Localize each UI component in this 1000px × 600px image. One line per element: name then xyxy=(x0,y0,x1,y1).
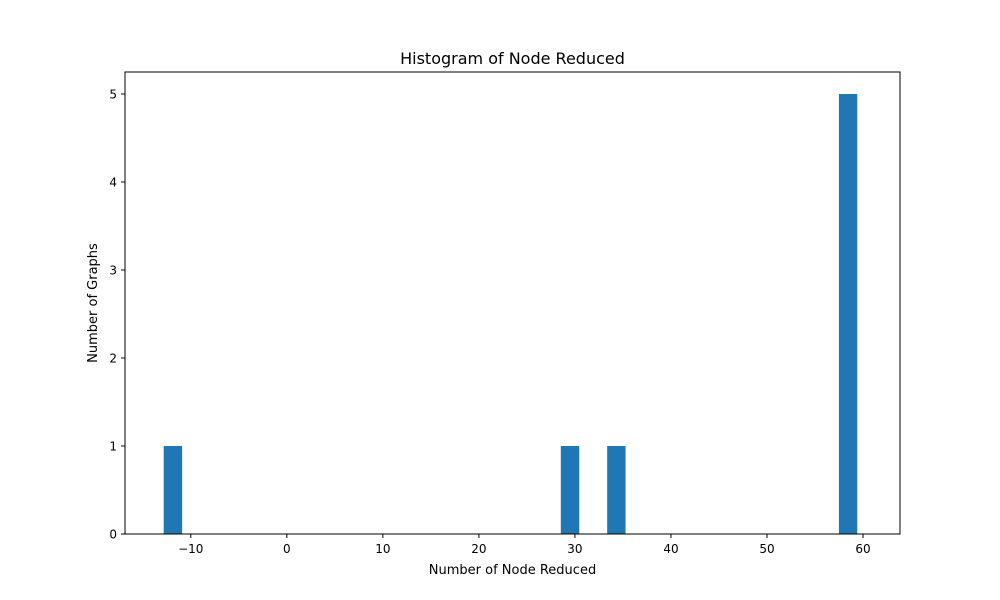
histogram-bar-1 xyxy=(163,446,183,534)
x-axis-label: Number of Node Reduced xyxy=(429,563,596,578)
y-ticks-group: 0 1 2 3 4 5 xyxy=(109,88,125,542)
x-tick-label: 10 xyxy=(375,542,390,556)
x-tick-label: 30 xyxy=(567,542,582,556)
x-ticks-group: −10 0 10 20 30 40 50 60 xyxy=(178,534,871,556)
x-tick-label: 40 xyxy=(663,542,678,556)
x-tick-label: −10 xyxy=(178,542,203,556)
x-tick-label: 0 xyxy=(283,542,291,556)
y-tick-label: 5 xyxy=(109,88,117,102)
x-tick-label: 60 xyxy=(855,542,870,556)
y-axis-label: Number of Graphs xyxy=(86,243,101,363)
y-tick-label: 0 xyxy=(109,528,117,542)
chart-title: Histogram of Node Reduced xyxy=(400,49,625,68)
histogram-bar-2 xyxy=(560,446,580,534)
plot-frame xyxy=(124,71,901,535)
bars-group xyxy=(163,94,858,534)
y-tick-label: 3 xyxy=(109,264,117,278)
histogram-bar-4 xyxy=(838,94,858,534)
x-tick-label: 50 xyxy=(759,542,774,556)
y-tick-label: 4 xyxy=(109,176,117,190)
y-tick-label: 1 xyxy=(109,440,117,454)
histogram-bar-3 xyxy=(607,446,626,534)
x-tick-label: 20 xyxy=(471,542,486,556)
y-tick-label: 2 xyxy=(109,352,117,366)
